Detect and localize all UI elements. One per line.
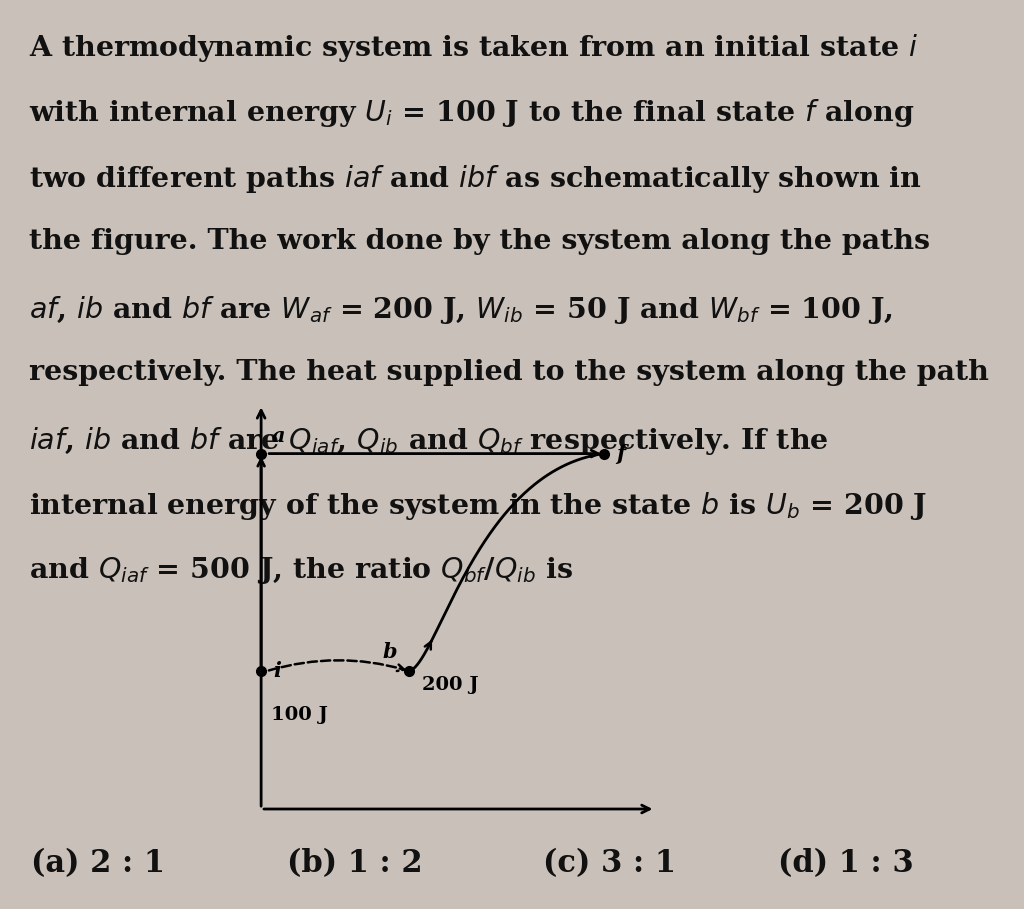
Text: and $Q_{iaf}$ = 500 J, the ratio $Q_{bf}$/$Q_{ib}$ is: and $Q_{iaf}$ = 500 J, the ratio $Q_{bf}… <box>29 555 573 586</box>
Text: $af$, $ib$ and $bf$ are $W_{af}$ = 200 J, $W_{ib}$ = 50 J and $W_{bf}$ = 100 J,: $af$, $ib$ and $bf$ are $W_{af}$ = 200 J… <box>29 294 893 325</box>
Text: two different paths $iaf$ and $ibf$ as schematically shown in: two different paths $iaf$ and $ibf$ as s… <box>29 163 922 195</box>
Text: i: i <box>273 661 282 681</box>
Text: 200 J: 200 J <box>422 675 478 694</box>
Text: with internal energy $U_i$ = 100 J to the final state $f$ along: with internal energy $U_i$ = 100 J to th… <box>29 97 914 129</box>
Text: internal energy of the system in the state $b$ is $U_b$ = 200 J: internal energy of the system in the sta… <box>29 490 927 522</box>
Text: f: f <box>616 444 625 464</box>
Text: 100 J: 100 J <box>271 705 329 724</box>
Text: a: a <box>271 426 285 446</box>
Text: (d) 1 : 3: (d) 1 : 3 <box>778 848 914 879</box>
Text: the figure. The work done by the system along the paths: the figure. The work done by the system … <box>29 228 930 255</box>
Text: (b) 1 : 2: (b) 1 : 2 <box>287 848 422 879</box>
Text: b: b <box>383 642 397 662</box>
Text: $iaf$, $ib$ and $bf$ are $Q_{iaf}$, $Q_{ib}$ and $Q_{bf}$ respectively. If the: $iaf$, $ib$ and $bf$ are $Q_{iaf}$, $Q_{… <box>29 425 828 456</box>
Text: (a) 2 : 1: (a) 2 : 1 <box>31 848 165 879</box>
Text: respectively. The heat supplied to the system along the path: respectively. The heat supplied to the s… <box>29 359 988 386</box>
Text: (c) 3 : 1: (c) 3 : 1 <box>543 848 676 879</box>
Text: A thermodynamic system is taken from an initial state $i$: A thermodynamic system is taken from an … <box>29 32 918 64</box>
